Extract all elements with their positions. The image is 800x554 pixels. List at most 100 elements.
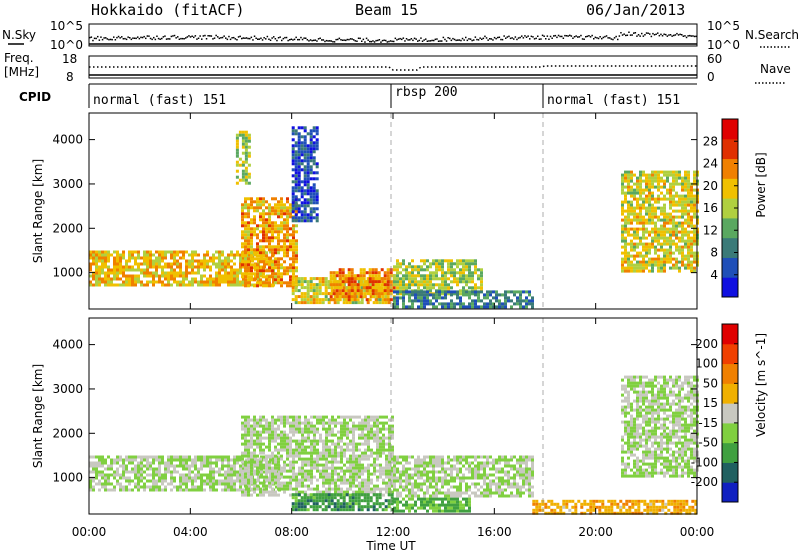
heatmap-cell <box>396 305 399 309</box>
heatmap-cell <box>256 478 259 482</box>
heatmap-cell <box>396 302 399 306</box>
heatmap-cell <box>274 248 277 252</box>
heatmap-cell <box>170 455 173 459</box>
heatmap-cell <box>396 265 399 269</box>
heatmap-cell <box>283 221 286 225</box>
heatmap-cell <box>259 418 262 422</box>
heatmap-cell <box>265 275 268 279</box>
noise-point <box>549 35 552 38</box>
heatmap-cell <box>300 213 304 217</box>
heatmap-cell <box>627 230 630 234</box>
colorbar-swatch <box>722 237 738 258</box>
heatmap-cell <box>331 421 334 425</box>
noise-point <box>453 38 456 41</box>
noise-point <box>341 39 344 41</box>
heatmap-cell <box>247 272 250 276</box>
heatmap-cell <box>346 445 349 449</box>
heatmap-cell <box>125 476 128 480</box>
heatmap-cell <box>341 292 345 296</box>
heatmap-cell <box>283 490 286 494</box>
heatmap-cell <box>462 293 465 297</box>
heatmap-cell <box>107 479 110 483</box>
heatmap-cell <box>265 230 268 234</box>
heatmap-cell <box>250 263 253 267</box>
heatmap-cell <box>391 454 394 458</box>
heatmap-cell <box>337 415 340 419</box>
heatmap-cell <box>468 271 471 275</box>
heatmap-cell <box>663 239 666 243</box>
heatmap-cell <box>660 257 663 261</box>
heatmap-cell <box>289 442 292 446</box>
heatmap-cell <box>681 248 684 252</box>
heatmap-cell <box>300 286 304 290</box>
heatmap-cell <box>621 218 624 222</box>
heatmap-cell <box>364 466 367 470</box>
noise-point <box>349 38 352 40</box>
heatmap-cell <box>690 248 693 252</box>
noise-point <box>665 33 667 36</box>
heatmap-cell <box>316 421 319 425</box>
heatmap-cell <box>241 424 244 428</box>
heatmap-cell <box>325 454 328 458</box>
heatmap-cell <box>465 290 468 294</box>
heatmap-cell <box>241 272 244 276</box>
heatmap-cell <box>379 490 382 494</box>
heatmap-cell <box>391 490 394 494</box>
heatmap-cell <box>315 508 319 512</box>
freq-right-tick-top: 60 <box>707 52 722 66</box>
heatmap-cell <box>367 454 370 458</box>
heatmap-cell <box>212 256 215 260</box>
heatmap-cell <box>259 448 262 452</box>
heatmap-cell <box>235 148 239 152</box>
heatmap-cell <box>657 233 660 237</box>
heatmap-cell <box>414 293 417 297</box>
heatmap-cell <box>429 283 432 287</box>
heatmap-cell <box>143 455 146 459</box>
noise-point <box>657 32 659 34</box>
heatmap-cell <box>385 466 388 470</box>
heatmap-cell <box>468 262 471 266</box>
heatmap-cell <box>690 260 693 264</box>
heatmap-cell <box>522 290 525 294</box>
heatmap-cell <box>131 256 134 260</box>
heatmap-cell <box>122 461 125 465</box>
heatmap-cell <box>459 302 462 306</box>
noise-point <box>327 40 329 42</box>
heatmap-cell <box>271 433 274 437</box>
heatmap-cell <box>336 505 340 509</box>
heatmap-cell <box>301 481 304 485</box>
heatmap-cell <box>315 126 319 130</box>
heatmap-cell <box>268 281 271 285</box>
noise-point <box>447 37 449 39</box>
heatmap-cell <box>353 277 357 281</box>
noise-point <box>466 39 469 42</box>
heatmap-cell <box>218 274 221 278</box>
heatmap-cell <box>274 224 277 228</box>
heatmap-cell <box>630 254 633 258</box>
heatmap-cell <box>298 490 301 494</box>
heatmap-cell <box>280 430 283 434</box>
heatmap-cell <box>191 277 194 281</box>
heatmap-cell <box>684 233 687 237</box>
heatmap-cell <box>329 280 333 284</box>
noise-point <box>324 40 326 43</box>
heatmap-cell <box>336 301 340 305</box>
heatmap-cell <box>289 436 292 440</box>
heatmap-cell <box>383 289 387 293</box>
heatmap-cell <box>624 245 627 249</box>
heatmap-cell <box>666 197 669 201</box>
heatmap-cell <box>391 418 394 422</box>
heatmap-cell <box>253 472 256 476</box>
heatmap-cell <box>315 171 319 175</box>
heatmap-cell <box>657 242 660 246</box>
heatmap-cell <box>621 269 624 273</box>
heatmap-cell <box>341 289 345 293</box>
heatmap-cell <box>340 427 343 431</box>
heatmap-cell <box>636 215 639 219</box>
heatmap-cell <box>347 274 351 278</box>
heatmap-cell <box>666 254 669 258</box>
heatmap-cell <box>173 250 176 254</box>
noise-point <box>401 38 403 41</box>
heatmap-cell <box>681 197 684 201</box>
heatmap-cell <box>349 439 352 443</box>
